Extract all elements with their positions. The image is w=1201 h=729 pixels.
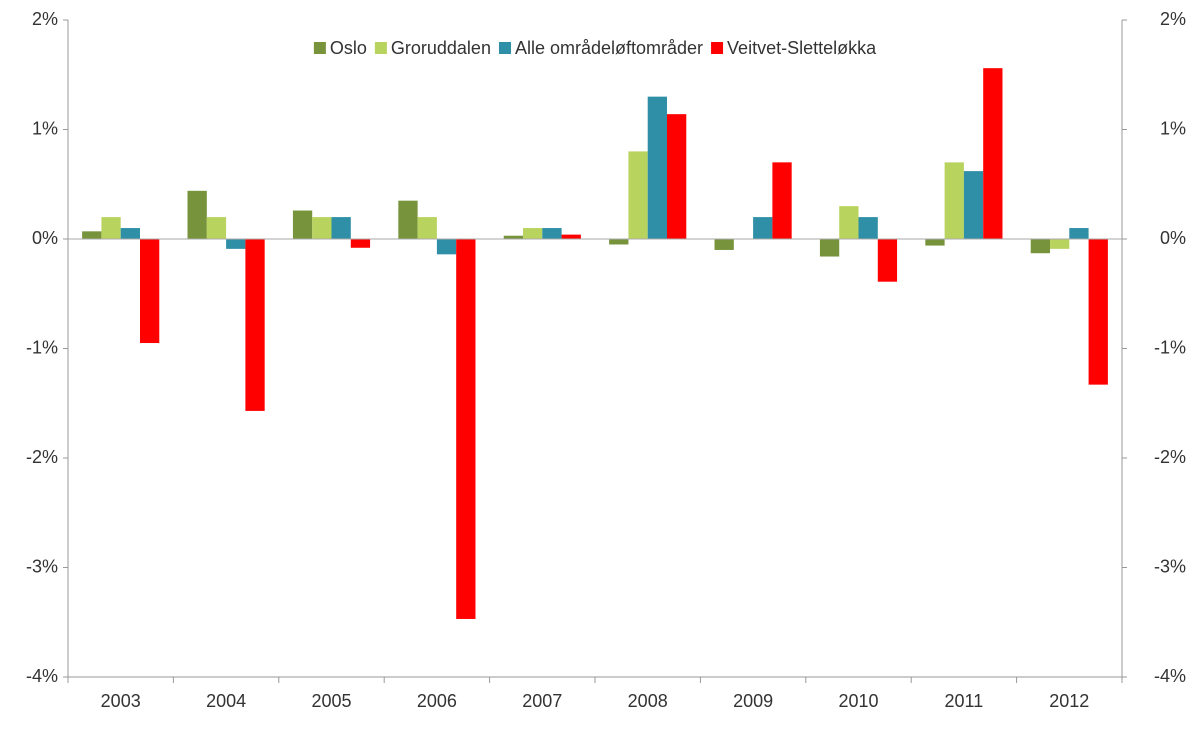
y2-tick-label: -3% [1154, 556, 1186, 576]
bar [819, 239, 840, 257]
bar [206, 217, 227, 239]
bar [714, 239, 734, 250]
y2-tick-label: 2% [1160, 9, 1186, 29]
x-tick-label: 2011 [945, 691, 984, 711]
bar [877, 239, 898, 282]
bar [963, 171, 984, 239]
legend-label: Alle områdeløftområder [515, 38, 703, 58]
legend-label: Oslo [330, 38, 367, 58]
bar [609, 239, 629, 245]
y-tick-label: -1% [26, 337, 58, 357]
bar [1050, 239, 1070, 249]
bar [312, 217, 332, 239]
bar [666, 114, 687, 239]
legend-swatch [711, 42, 724, 54]
x-tick-label: 2009 [733, 691, 773, 711]
x-tick-label: 2010 [838, 691, 878, 711]
bar [436, 239, 457, 255]
bar [187, 190, 207, 239]
bar [925, 239, 945, 246]
bar [1088, 239, 1108, 385]
y-tick-label: -2% [26, 447, 58, 467]
bar [523, 228, 543, 239]
bar [101, 217, 121, 239]
y2-tick-label: -2% [1154, 447, 1186, 467]
x-tick-label: 2012 [1049, 691, 1089, 711]
y-tick-label: 0% [32, 228, 58, 248]
bar [139, 239, 160, 344]
legend-swatch [374, 42, 387, 54]
bar [82, 231, 102, 239]
bar [1069, 228, 1089, 239]
bar [331, 217, 351, 239]
bar [858, 217, 878, 239]
bar [647, 96, 667, 240]
x-tick-label: 2008 [628, 691, 668, 711]
legend-swatch [313, 42, 326, 54]
bar [456, 239, 476, 619]
bar [1030, 239, 1051, 254]
y2-tick-label: 1% [1160, 118, 1186, 138]
y-tick-label: 2% [32, 9, 58, 29]
y2-tick-label: -1% [1154, 337, 1186, 357]
x-tick-label: 2006 [417, 691, 457, 711]
bar [245, 239, 265, 411]
bar [753, 217, 773, 239]
y-tick-label: -4% [26, 666, 58, 686]
bar [561, 234, 581, 239]
x-tick-label: 2004 [206, 691, 246, 711]
bar [226, 239, 246, 249]
legend-swatch [498, 42, 511, 54]
bar [628, 151, 648, 239]
bar [983, 68, 1003, 240]
legend-label: Groruddalen [391, 38, 491, 58]
bar [417, 217, 437, 239]
bar [120, 228, 140, 239]
x-tick-label: 2003 [101, 691, 141, 711]
legend-label: Veitvet-Sletteløkka [727, 38, 877, 58]
bar [503, 235, 524, 239]
bar [350, 239, 371, 248]
bar [772, 162, 792, 239]
x-tick-label: 2005 [311, 691, 351, 711]
x-tick-label: 2007 [522, 691, 562, 711]
y2-tick-label: 0% [1160, 228, 1186, 248]
bar [398, 200, 418, 239]
bar [292, 210, 313, 239]
y-tick-label: -3% [26, 556, 58, 576]
bar [944, 162, 964, 239]
bar [542, 228, 562, 239]
y-tick-label: 1% [32, 118, 58, 138]
bar [839, 206, 859, 239]
y2-tick-label: -4% [1154, 666, 1186, 686]
